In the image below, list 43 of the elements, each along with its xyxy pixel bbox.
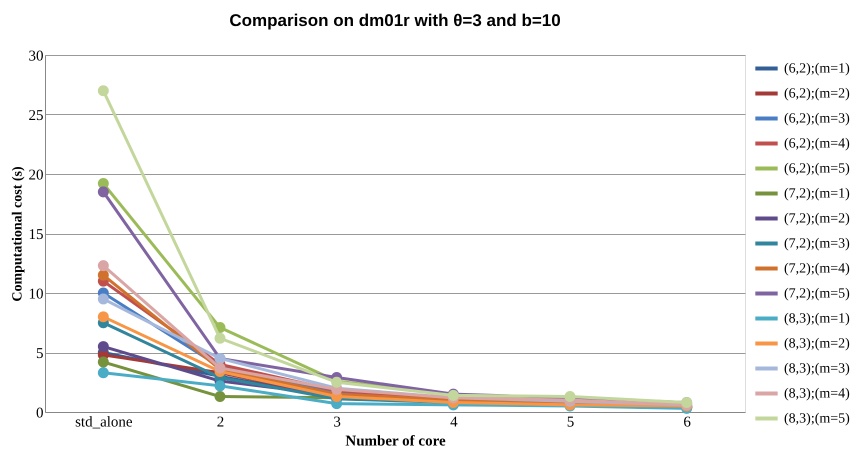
x-tick-label: 2 — [216, 414, 224, 430]
legend-label: (8,3);(m=1) — [784, 312, 850, 326]
point — [98, 293, 109, 304]
point — [98, 311, 109, 322]
legend-label: (7,2);(m=5) — [784, 286, 850, 302]
x-axis-title: Number of core — [345, 434, 446, 450]
legend-label: (8,3);(m=3) — [784, 362, 850, 376]
point — [214, 332, 226, 344]
y-tick-label: 20 — [28, 168, 44, 184]
legend-label: (6,2);(m=5) — [784, 162, 850, 176]
legend-label: (7,2);(m=4) — [784, 262, 850, 276]
point — [98, 341, 109, 352]
legend-label: (6,2);(m=3) — [784, 112, 850, 126]
y-tick-label: 5 — [36, 346, 44, 362]
legend-label: (6,2);(m=4) — [784, 136, 850, 152]
legend-label: (7,2);(m=2) — [784, 212, 850, 226]
x-tick-label: 5 — [566, 414, 574, 430]
legend-label: (6,2);(m=2) — [784, 86, 850, 102]
chart-title: Comparison on dm01r with θ=3 and b=10 — [229, 11, 561, 30]
point — [214, 380, 226, 392]
legend-label: (6,2);(m=1) — [784, 62, 850, 76]
legend-label: (8,3);(m=4) — [784, 386, 850, 402]
point — [98, 85, 109, 96]
x-tick-label: 3 — [333, 414, 341, 430]
y-tick-label: 30 — [28, 48, 44, 64]
y-tick-label: 15 — [28, 227, 44, 243]
legend-label: (7,2);(m=3) — [784, 236, 850, 252]
y-tick-label: 0 — [36, 406, 44, 422]
legend-label: (8,3);(m=2) — [784, 336, 850, 352]
y-axis-title: Computational cost (s) — [10, 166, 26, 302]
point — [214, 391, 226, 402]
x-tick-label: 6 — [683, 414, 692, 430]
legend-label: (8,3);(m=5) — [784, 412, 850, 426]
x-tick-label: std_alone — [75, 414, 133, 430]
point — [98, 367, 109, 378]
point — [98, 356, 109, 368]
y-tick-label: 25 — [28, 108, 44, 124]
point — [98, 260, 109, 272]
point — [98, 270, 109, 281]
point — [98, 186, 109, 198]
x-tick-label: 4 — [450, 414, 458, 430]
legend-label: (7,2);(m=1) — [784, 186, 850, 202]
y-tick-label: 10 — [28, 286, 44, 302]
